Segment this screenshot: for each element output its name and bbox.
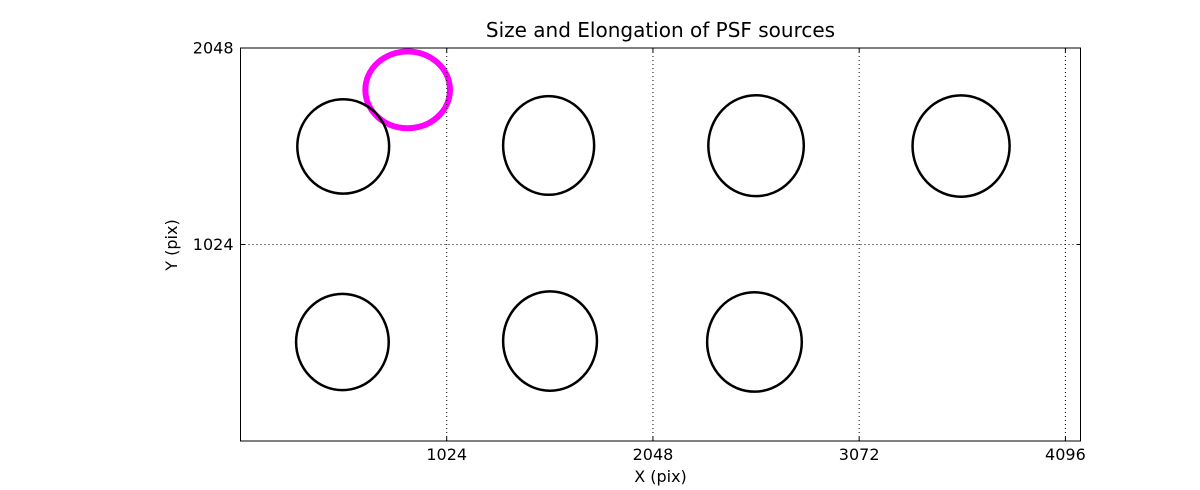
psf-ellipse: [911, 94, 1011, 198]
chart-title: Size and Elongation of PSF sources: [486, 18, 835, 42]
y-tick-label-2048: 2048: [193, 39, 234, 58]
psf-ellipse: [705, 291, 804, 393]
psf-ellipse: [501, 290, 599, 392]
psf-ellipse-highlight: [362, 48, 453, 132]
psf-ellipse: [707, 93, 806, 198]
x-tick-label-1024: 1024: [426, 445, 467, 464]
x-tick-label-3072: 3072: [839, 445, 880, 464]
axes-layer: [240, 47, 1081, 442]
grid-layer: [240, 48, 1081, 441]
tick-label-layer: 1024 2048 3072 4096 1024 2048: [193, 39, 1086, 465]
ellipses-layer: [294, 48, 1011, 393]
x-tick-label-4096: 4096: [1045, 445, 1086, 464]
psf-ellipse: [296, 97, 391, 195]
x-tick-label-2048: 2048: [633, 445, 674, 464]
x-axis-label: X (pix): [634, 467, 687, 486]
y-tick-label-1024: 1024: [193, 235, 234, 254]
psf-ellipse: [294, 292, 390, 392]
y-axis-label: Y (pix): [162, 219, 181, 271]
psf-ellipse: [501, 94, 596, 197]
